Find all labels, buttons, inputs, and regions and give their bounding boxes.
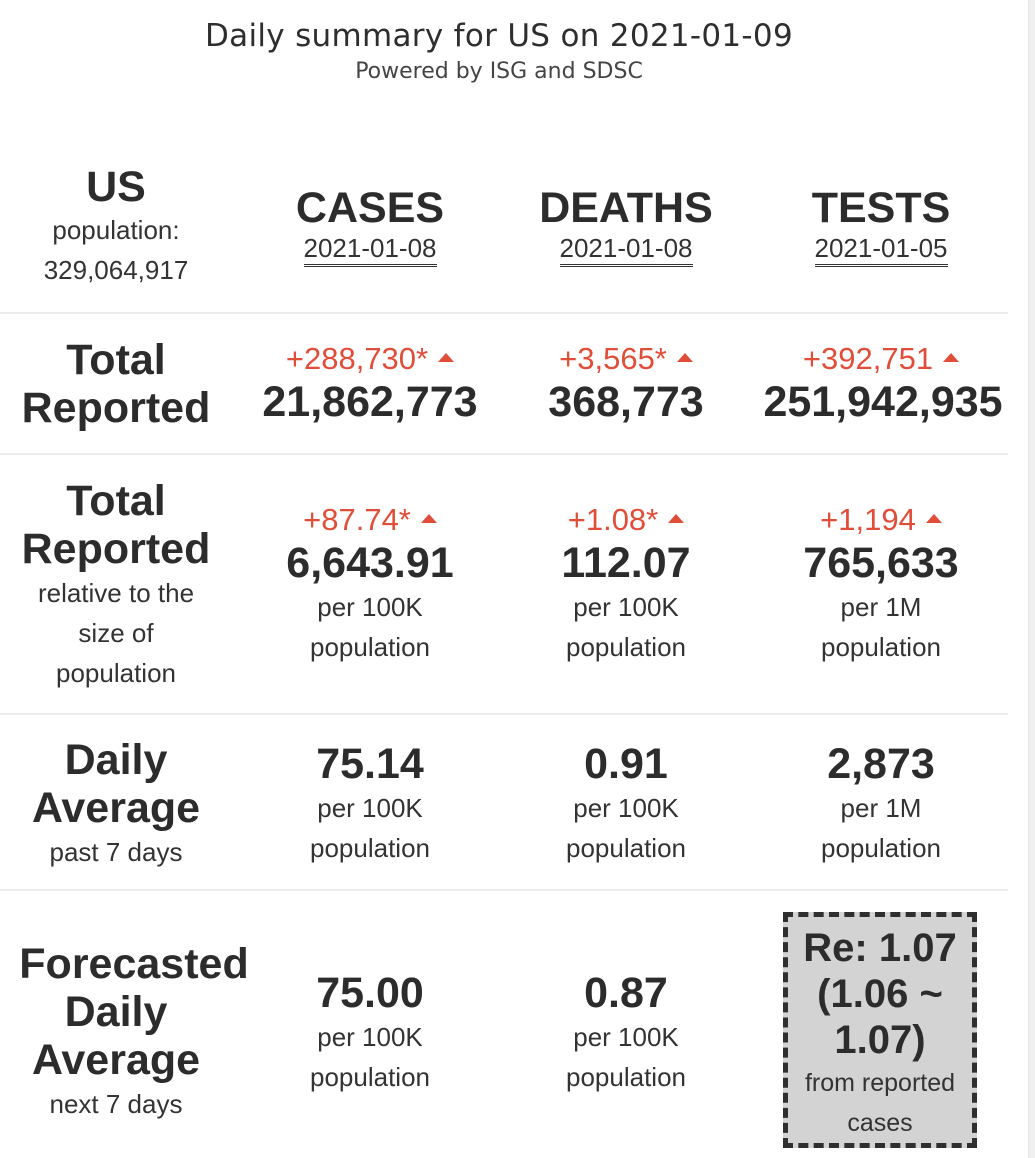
row-head-line: Average: [31, 1036, 201, 1084]
column-header-tests: TESTS 2021-01-05: [756, 184, 1006, 267]
daily-deaths-unit: per 100K: [573, 793, 679, 823]
total-deaths-cell: +3,565* 368,773: [501, 340, 751, 426]
relative-deaths-unit: per 100K: [573, 592, 679, 622]
daily-cases-value: 75.14: [316, 740, 424, 788]
row-head-line: Total: [66, 477, 166, 525]
total-deaths-delta: +3,565*: [501, 340, 751, 378]
forecast-cases-value: 75.00: [316, 969, 424, 1017]
total-cases-cell: +288,730* 21,862,773: [245, 340, 495, 426]
relative-deaths-unit: population: [566, 632, 686, 662]
forecast-deaths-unit: per 100K: [573, 1022, 679, 1052]
increase-arrow-icon: [943, 353, 960, 363]
total-cases-value: 21,862,773: [262, 378, 478, 426]
daily-cases-unit: population: [310, 833, 430, 863]
page-title: Daily summary for US on 2021-01-09: [205, 18, 793, 54]
page-subtitle: Powered by ISG and SDSC: [355, 59, 643, 84]
relative-deaths-cell: +1.08* 112.07 per 100K population: [501, 501, 751, 667]
increase-arrow-icon: [676, 353, 693, 363]
total-tests-value: 251,942,935: [763, 378, 1003, 426]
row-head-line: Total: [66, 336, 166, 384]
tests-date-link[interactable]: 2021-01-05: [814, 232, 948, 267]
relative-cases-cell: +87.74* 6,643.91 per 100K population: [245, 501, 495, 667]
tests-label: TESTS: [811, 184, 951, 232]
row-divider: [0, 453, 1008, 455]
relative-tests-cell: +1,194 765,633 per 1M population: [756, 501, 1006, 667]
row-head-sub: population: [56, 658, 176, 688]
column-header-deaths: DEATHS 2021-01-08: [501, 184, 751, 267]
relative-deaths-delta: +1.08*: [501, 501, 751, 539]
cases-date-link[interactable]: 2021-01-08: [303, 232, 437, 267]
relative-cases-unit: population: [310, 632, 430, 662]
re-note: cases: [847, 1109, 913, 1137]
daily-deaths-unit: population: [566, 833, 686, 863]
daily-tests-unit: per 1M: [840, 793, 922, 823]
relative-tests-delta: +1,194: [756, 501, 1006, 539]
region-name: US: [86, 163, 146, 211]
increase-arrow-icon: [668, 514, 685, 524]
daily-deaths-cell: 0.91 per 100K population: [501, 740, 751, 868]
daily-tests-value: 2,873: [827, 740, 935, 788]
row-head-line: Forecasted: [19, 940, 249, 988]
row-head-line: Reported: [21, 525, 211, 573]
relative-cases-unit: per 100K: [317, 592, 423, 622]
forecast-deaths-cell: 0.87 per 100K population: [501, 969, 751, 1097]
row-head-line: Average: [31, 784, 201, 832]
relative-cases-delta: +87.74*: [245, 501, 495, 539]
row-head-total-reported: Total Reported: [0, 336, 232, 432]
total-cases-delta: +288,730*: [245, 340, 495, 378]
window-scrollbar[interactable]: [1028, 0, 1035, 1158]
increase-arrow-icon: [438, 353, 455, 363]
relative-deaths-value: 112.07: [561, 539, 691, 587]
region-header: US population: 329,064,917: [0, 164, 232, 290]
deaths-label: DEATHS: [539, 184, 713, 232]
relative-tests-unit: population: [821, 632, 941, 662]
total-deaths-value: 368,773: [548, 378, 704, 426]
row-head-sub: relative to the: [37, 578, 195, 608]
total-tests-cell: +392,751 251,942,935: [756, 340, 1006, 426]
header: Daily summary for US on 2021-01-09 Power…: [0, 14, 998, 86]
row-head-line: Daily: [64, 736, 168, 784]
row-head-sub: size of: [78, 618, 154, 648]
row-divider: [0, 713, 1008, 715]
daily-cases-unit: per 100K: [317, 793, 423, 823]
daily-tests-cell: 2,873 per 1M population: [756, 740, 1006, 868]
region-population-label: population:: [52, 215, 180, 245]
re-note: from reported: [804, 1069, 956, 1097]
row-head-sub: past 7 days: [49, 837, 183, 867]
forecast-cases-cell: 75.00 per 100K population: [245, 969, 495, 1097]
column-header-cases: CASES 2021-01-08: [245, 184, 495, 267]
re-value-line: Re: 1.07: [803, 926, 957, 970]
row-head-line: Daily: [64, 988, 168, 1036]
row-divider: [0, 312, 1008, 314]
forecast-deaths-unit: population: [566, 1062, 686, 1092]
region-population-value: 329,064,917: [43, 255, 189, 285]
increase-arrow-icon: [420, 514, 437, 524]
cases-label: CASES: [295, 184, 445, 232]
daily-tests-unit: population: [821, 833, 941, 863]
re-range-line: (1.06 ~: [817, 972, 943, 1016]
re-range-line: 1.07): [834, 1018, 926, 1062]
relative-tests-value: 765,633: [803, 539, 959, 587]
relative-tests-unit: per 1M: [840, 592, 922, 622]
forecast-deaths-value: 0.87: [584, 969, 668, 1017]
row-head-daily-average: Daily Average past 7 days: [0, 736, 232, 872]
row-head-sub: next 7 days: [49, 1089, 183, 1119]
forecast-cases-unit: per 100K: [317, 1022, 423, 1052]
increase-arrow-icon: [925, 514, 942, 524]
row-head-total-relative: Total Reported relative to the size of p…: [0, 477, 232, 693]
reproduction-number-box: Re: 1.07 (1.06 ~ 1.07) from reported cas…: [783, 912, 977, 1148]
forecast-cases-unit: population: [310, 1062, 430, 1092]
daily-deaths-value: 0.91: [584, 740, 668, 788]
daily-cases-cell: 75.14 per 100K population: [245, 740, 495, 868]
deaths-date-link[interactable]: 2021-01-08: [559, 232, 693, 267]
row-divider: [0, 889, 1008, 891]
row-head-line: Reported: [21, 384, 211, 432]
row-head-forecast: Forecasted Daily Average next 7 days: [0, 940, 268, 1124]
relative-cases-value: 6,643.91: [286, 539, 454, 587]
total-tests-delta: +392,751: [756, 340, 1006, 378]
